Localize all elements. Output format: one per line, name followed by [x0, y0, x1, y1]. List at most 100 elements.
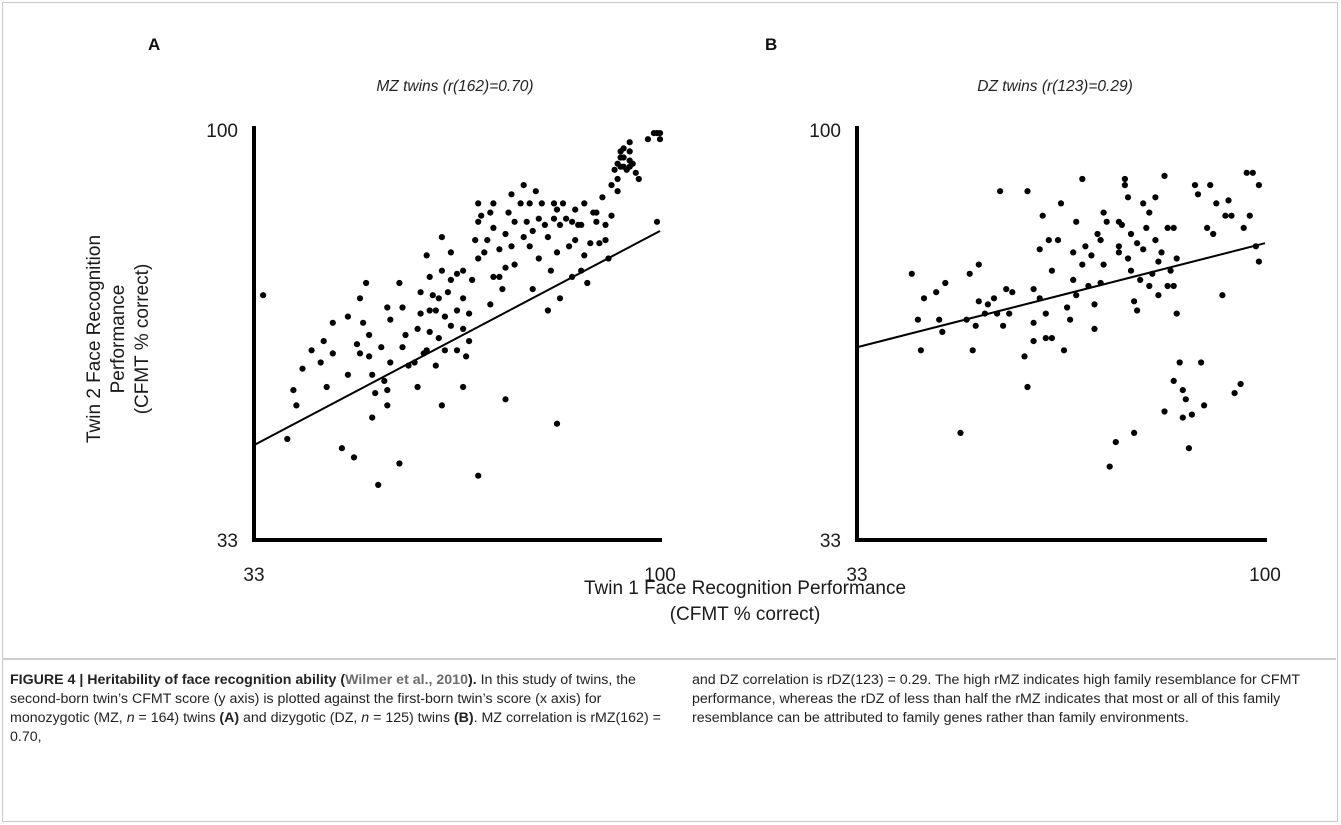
data-point [417, 289, 424, 296]
data-point [1115, 243, 1122, 250]
data-point [414, 383, 421, 391]
data-point [1039, 212, 1046, 219]
data-point [535, 255, 542, 262]
data-point [432, 362, 439, 369]
data-point [556, 295, 564, 302]
data-point [656, 130, 664, 137]
panel-b-ytick-33: 33 [820, 531, 841, 552]
caption-n-variable: n [361, 710, 370, 726]
data-point [329, 319, 336, 326]
data-point [447, 249, 454, 256]
panel-b-axes [855, 126, 1267, 542]
data-point [1057, 200, 1065, 207]
data-point [957, 429, 964, 436]
data-point [984, 301, 992, 308]
data-point [502, 230, 509, 238]
data-point [1143, 224, 1150, 231]
data-point [1207, 182, 1214, 189]
data-point [447, 276, 454, 283]
data-point [1173, 255, 1180, 262]
caption-figure-label: FIGURE 4 | Heritability of face recognit… [10, 672, 346, 688]
y-axis-title-line3: (CFMT % correct) [132, 264, 153, 415]
data-point [908, 270, 915, 277]
data-point [1115, 249, 1122, 256]
data-point [299, 365, 306, 372]
data-point [460, 295, 467, 302]
panel-a-points [260, 130, 664, 488]
panel-a-trendline [253, 230, 661, 447]
data-point [553, 206, 561, 213]
data-point [1158, 249, 1165, 256]
data-point [496, 273, 503, 280]
data-point [1255, 182, 1262, 189]
data-point [997, 188, 1004, 195]
data-point [1079, 175, 1086, 183]
data-point [581, 252, 588, 259]
data-point [1228, 212, 1235, 219]
y-axis-title-line2: Performance [108, 285, 129, 394]
data-point [350, 454, 358, 461]
panel-a-ytick-33: 33 [217, 531, 238, 552]
data-point [1246, 212, 1253, 219]
data-point [1243, 169, 1250, 176]
data-point [523, 218, 530, 225]
data-point [1127, 267, 1135, 274]
data-point [1030, 286, 1037, 293]
panel-b-xtick-100: 100 [1249, 565, 1281, 586]
data-point [587, 240, 594, 247]
data-point [1255, 258, 1262, 265]
data-point [396, 279, 403, 287]
data-point [1134, 240, 1141, 247]
data-point [572, 206, 579, 213]
data-point [975, 261, 982, 268]
data-point [553, 249, 561, 256]
panel-a-axes [252, 126, 662, 542]
data-point [593, 209, 600, 216]
data-point [593, 218, 600, 225]
data-point [1188, 411, 1195, 418]
data-point [475, 255, 482, 262]
data-point [990, 295, 998, 302]
panel-b: B DZ twins (r(123)=0.29) 100 33 33 100 [765, 35, 1281, 586]
data-point [426, 307, 433, 314]
data-point [453, 270, 461, 277]
data-point [1073, 218, 1080, 225]
data-point [1121, 182, 1128, 189]
data-point [1201, 402, 1208, 409]
x-axis-title-line2: (CFMT % correct) [670, 604, 821, 625]
data-point [426, 328, 433, 335]
data-point [1009, 289, 1016, 296]
data-point [544, 234, 552, 241]
data-point [499, 286, 506, 293]
data-point [526, 243, 533, 250]
data-point [966, 270, 973, 277]
data-point [1106, 463, 1113, 470]
data-point [635, 175, 642, 183]
data-point [1176, 359, 1183, 366]
data-point [1219, 292, 1226, 299]
data-point [1088, 252, 1095, 259]
data-point [1170, 282, 1177, 290]
data-point [1124, 255, 1132, 262]
data-point [1021, 353, 1028, 360]
data-point [1094, 230, 1101, 238]
data-point [1115, 218, 1122, 225]
data-point [1204, 224, 1211, 231]
data-point [508, 243, 515, 250]
data-point [387, 359, 394, 366]
x-axis-title-line1: Twin 1 Face Recognition Performance [584, 578, 906, 599]
data-point [1082, 243, 1089, 250]
data-point [1237, 380, 1244, 388]
data-point [329, 350, 336, 357]
caption-text-2: = 164) twins [134, 710, 220, 726]
data-point [384, 402, 391, 409]
data-point [432, 307, 439, 314]
caption-citation-link[interactable]: Wilmer et al., 2010 [345, 672, 468, 688]
data-point [414, 325, 421, 332]
data-point [1124, 194, 1132, 201]
data-point [608, 182, 615, 189]
data-point [1249, 169, 1256, 176]
data-point [460, 267, 467, 274]
data-point [460, 383, 467, 391]
